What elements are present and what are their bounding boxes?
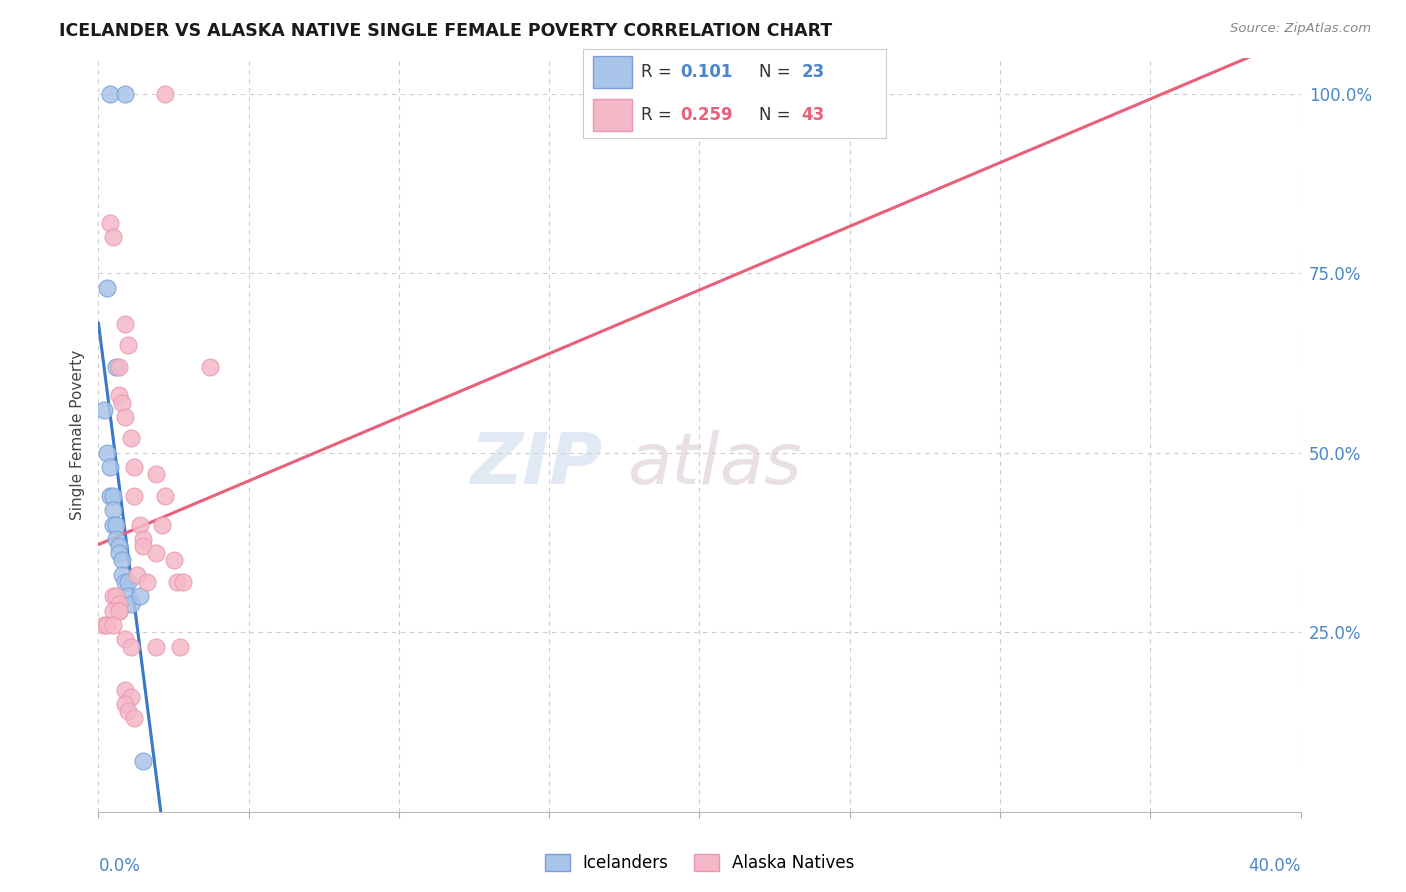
- Point: [114, 574, 136, 589]
- Point: [129, 517, 152, 532]
- Point: [93, 618, 115, 632]
- Point: [124, 489, 146, 503]
- Point: [135, 574, 157, 589]
- Point: [117, 338, 139, 352]
- Point: [145, 467, 167, 482]
- Legend: Icelanders, Alaska Natives: Icelanders, Alaska Natives: [538, 847, 860, 879]
- Point: [121, 432, 143, 446]
- Point: [105, 590, 128, 604]
- Point: [114, 409, 136, 424]
- Point: [103, 230, 125, 244]
- Point: [132, 755, 155, 769]
- Point: [124, 711, 146, 725]
- Point: [132, 539, 155, 553]
- Point: [121, 640, 143, 654]
- Point: [103, 590, 125, 604]
- Text: R =: R =: [641, 106, 676, 124]
- Text: 0.259: 0.259: [681, 106, 733, 124]
- Point: [108, 597, 131, 611]
- Point: [103, 517, 125, 532]
- Point: [103, 489, 125, 503]
- Text: atlas: atlas: [627, 431, 801, 500]
- Point: [96, 618, 118, 632]
- Point: [105, 359, 128, 374]
- Point: [114, 317, 136, 331]
- Text: 40.0%: 40.0%: [1249, 857, 1301, 875]
- Point: [124, 460, 146, 475]
- Point: [100, 87, 122, 101]
- Text: N =: N =: [759, 63, 796, 81]
- Point: [117, 704, 139, 718]
- Bar: [592, 99, 631, 131]
- Text: N =: N =: [759, 106, 796, 124]
- Text: 0.101: 0.101: [681, 63, 733, 81]
- Text: Source: ZipAtlas.com: Source: ZipAtlas.com: [1230, 22, 1371, 36]
- Point: [111, 567, 134, 582]
- Point: [103, 618, 125, 632]
- Point: [100, 489, 122, 503]
- Point: [114, 632, 136, 647]
- Point: [114, 87, 136, 101]
- Point: [108, 604, 131, 618]
- Text: ZIP: ZIP: [471, 431, 603, 500]
- Point: [114, 697, 136, 711]
- Point: [105, 517, 128, 532]
- Text: 23: 23: [801, 63, 824, 81]
- Point: [96, 281, 118, 295]
- Point: [172, 574, 194, 589]
- Point: [121, 690, 143, 704]
- Point: [108, 359, 131, 374]
- Bar: [592, 56, 631, 88]
- Text: ICELANDER VS ALASKA NATIVE SINGLE FEMALE POVERTY CORRELATION CHART: ICELANDER VS ALASKA NATIVE SINGLE FEMALE…: [59, 22, 832, 40]
- Point: [93, 402, 115, 417]
- Point: [121, 597, 143, 611]
- Point: [105, 532, 128, 546]
- Point: [108, 388, 131, 402]
- Point: [145, 546, 167, 560]
- Point: [145, 640, 167, 654]
- Point: [169, 640, 191, 654]
- Text: R =: R =: [641, 63, 676, 81]
- Point: [111, 553, 134, 567]
- Point: [166, 574, 188, 589]
- Point: [111, 395, 134, 409]
- Point: [153, 87, 176, 101]
- Point: [127, 567, 149, 582]
- Point: [96, 446, 118, 460]
- Point: [100, 216, 122, 230]
- Point: [103, 604, 125, 618]
- Point: [117, 574, 139, 589]
- Y-axis label: Single Female Poverty: Single Female Poverty: [70, 350, 86, 520]
- Point: [100, 460, 122, 475]
- Point: [108, 539, 131, 553]
- Point: [162, 553, 184, 567]
- Point: [103, 503, 125, 517]
- Point: [153, 489, 176, 503]
- Point: [150, 517, 173, 532]
- Point: [108, 546, 131, 560]
- Point: [117, 590, 139, 604]
- Point: [129, 590, 152, 604]
- Point: [108, 604, 131, 618]
- Point: [132, 532, 155, 546]
- Point: [198, 359, 221, 374]
- Text: 0.0%: 0.0%: [98, 857, 141, 875]
- Point: [114, 682, 136, 697]
- Text: 43: 43: [801, 106, 824, 124]
